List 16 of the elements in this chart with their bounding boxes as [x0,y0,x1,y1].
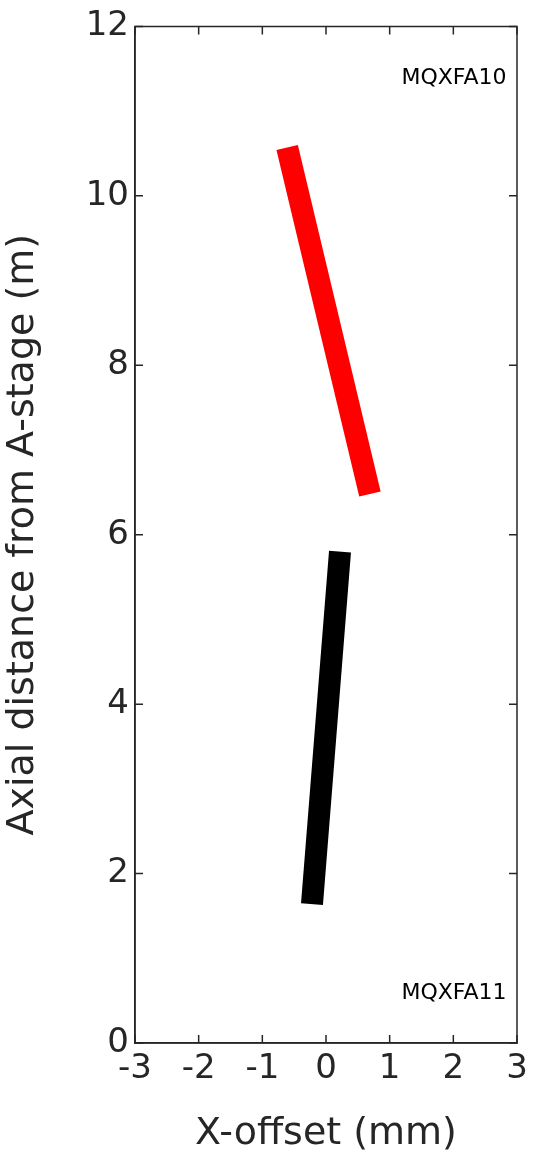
x-axis-title: X-offset (mm) [195,1109,457,1154]
y-axis-title: Axial distance from A-stage (m) [0,233,42,836]
y-tick-label: 4 [107,680,129,721]
x-tick-label: -2 [181,1046,216,1087]
y-tick-label: 10 [85,172,129,213]
x-tick-label: -1 [245,1046,280,1087]
annotation: MQXFA10 [401,64,507,90]
x-tick-label: 1 [378,1046,401,1087]
y-tick-label: 8 [107,342,129,383]
y-tick-label: 6 [107,511,129,552]
annotation: MQXFA11 [401,978,507,1004]
y-tick-label: 2 [107,850,129,891]
x-tick-label: 3 [506,1046,528,1087]
y-tick-label: 12 [85,3,129,44]
x-tick-label: 0 [315,1046,337,1087]
x-tick-label: 2 [442,1046,465,1087]
